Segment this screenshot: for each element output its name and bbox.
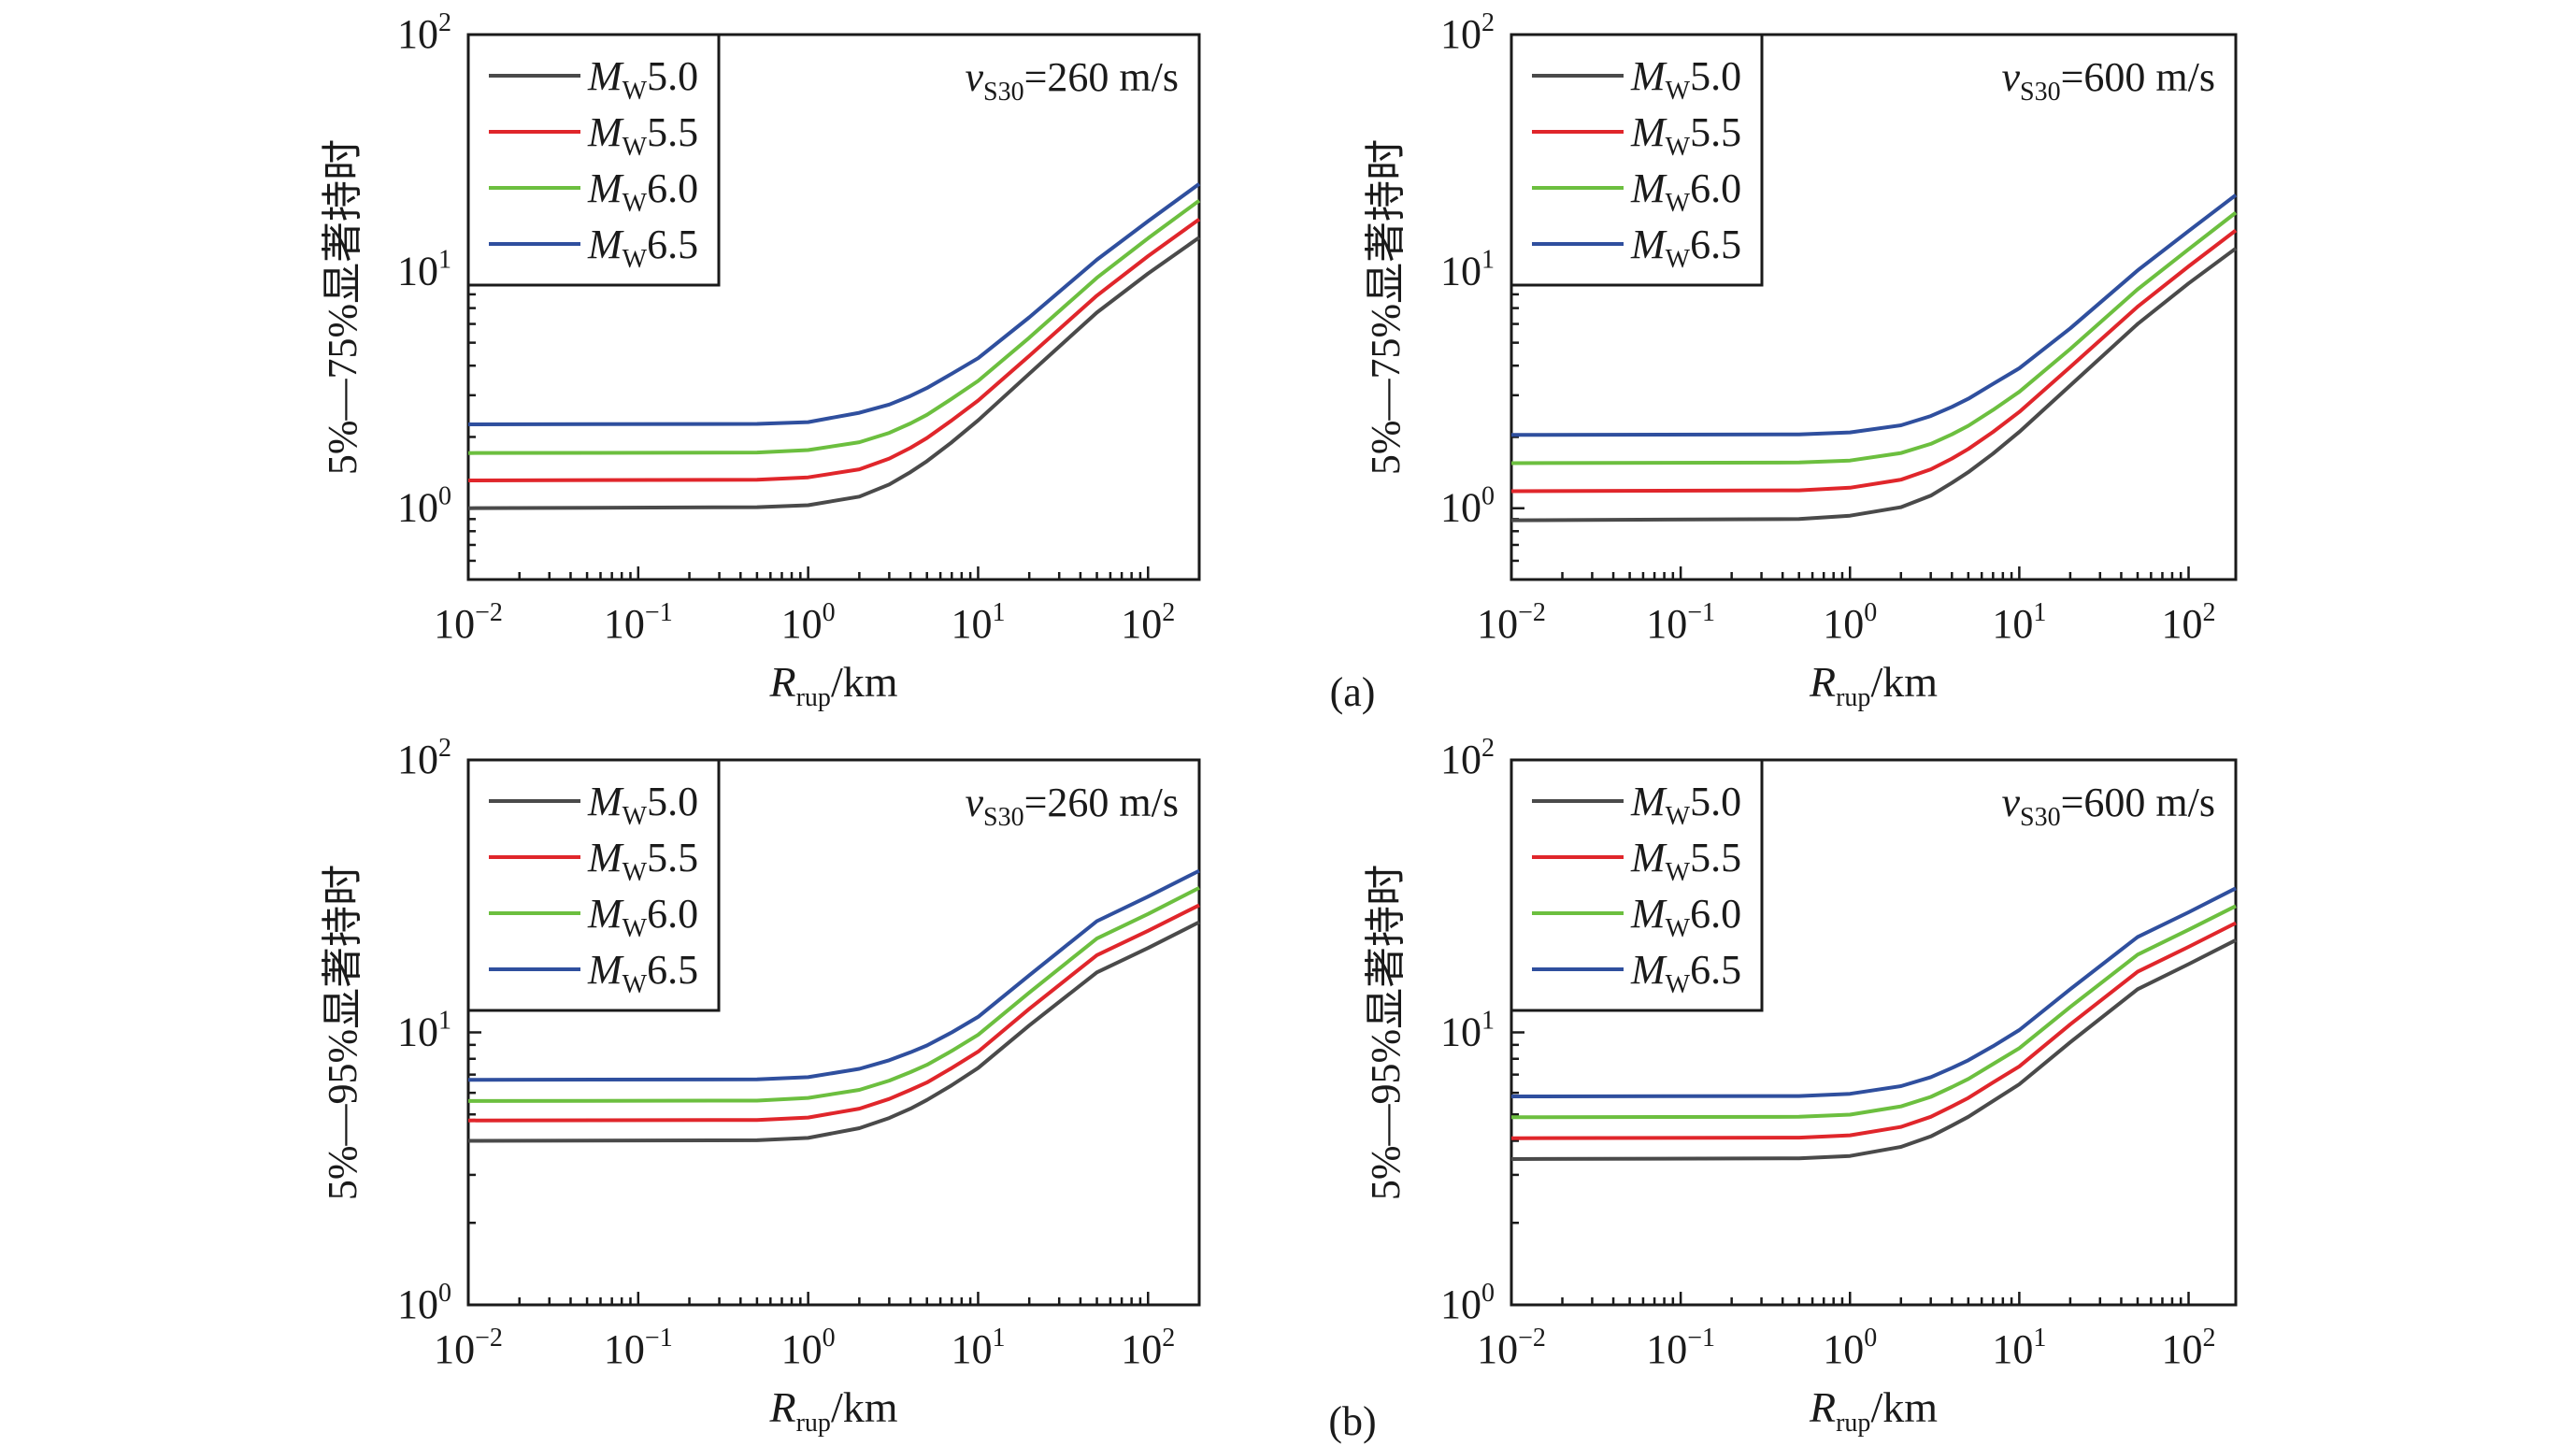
x-tick-label: 100 xyxy=(1823,1324,1877,1372)
y-axis-title: 5%—95%显著持时 xyxy=(1363,865,1409,1200)
x-tick-label: 101 xyxy=(1992,598,2046,647)
vs30-annotation: vS30=260 m/s xyxy=(966,54,1180,107)
x-axis-title: Rrup/km xyxy=(1809,658,1938,712)
y-tick-label: 100 xyxy=(1440,482,1495,531)
legend-label: MW5.5 xyxy=(1630,835,1741,887)
legend-label: MW5.0 xyxy=(1630,53,1741,106)
y-tick-label: 101 xyxy=(397,245,451,293)
panel-label-a: (a) xyxy=(1330,669,1376,715)
y-tick-label: 102 xyxy=(397,734,451,782)
chart-panel-b-right: 10−2 10−1 100 101 102 100 101 102 Rrup/km 5%—95%显… xyxy=(1363,734,2238,1438)
legend-label: MW6.5 xyxy=(1630,947,1741,999)
y-tick-label: 101 xyxy=(1440,245,1495,293)
chart-panel-b-left: 10−2 10−1 100 101 102 100 101 102 Rrup/km 5%—95%显… xyxy=(320,734,1201,1438)
legend-label: MW5.5 xyxy=(587,109,698,162)
series-line-Mw5-5 xyxy=(1510,921,2237,1140)
x-axis-title: Rrup/km xyxy=(769,1383,898,1438)
series-line-Mw6-5 xyxy=(1510,193,2238,437)
x-tick-label: 10−2 xyxy=(1477,598,1546,647)
chart-panel-a-left: 10−2 10−1 100 101 102 100 101 102 Rrup/km 5%—75%显… xyxy=(320,8,1201,712)
vs30-annotation: vS30=600 m/s xyxy=(2002,54,2216,107)
legend-label: MW5.5 xyxy=(587,835,698,887)
y-axis-title: 5%—95%显著持时 xyxy=(320,865,365,1200)
y-axis-title: 5%—75%显著持时 xyxy=(320,139,365,475)
y-tick-label: 101 xyxy=(397,1007,451,1055)
x-tick-label: 101 xyxy=(1992,1324,2046,1372)
x-tick-label: 100 xyxy=(781,598,836,647)
legend-label: MW6.0 xyxy=(587,891,698,943)
y-tick-label: 102 xyxy=(1440,734,1495,782)
x-axis-title: Rrup/km xyxy=(1809,1383,1938,1438)
x-tick-label: 101 xyxy=(951,1324,1005,1372)
x-tick-label: 102 xyxy=(2162,1324,2216,1372)
x-tick-label: 10−2 xyxy=(434,1324,503,1372)
y-tick-label: 100 xyxy=(397,1279,451,1327)
y-tick-label: 101 xyxy=(1440,1007,1495,1055)
vs30-annotation: vS30=600 m/s xyxy=(2002,780,2216,832)
x-tick-label: 101 xyxy=(951,598,1005,647)
legend-label: MW6.0 xyxy=(1630,165,1741,218)
series-line-Mw6-0 xyxy=(1510,210,2238,465)
legend-label: MW6.5 xyxy=(587,222,698,274)
series-line-Mw5-0 xyxy=(467,920,1200,1143)
x-tick-label: 10−2 xyxy=(434,598,503,647)
x-tick-label: 100 xyxy=(1823,598,1877,647)
series-line-Mw6-0 xyxy=(467,886,1200,1103)
series-line-Mw5-0 xyxy=(467,236,1201,510)
legend-label: MW5.0 xyxy=(587,53,698,106)
series-line-Mw6-5 xyxy=(467,182,1201,426)
series-line-Mw6-0 xyxy=(467,198,1201,455)
series-line-Mw5-0 xyxy=(1510,938,2237,1161)
series-line-Mw6-5 xyxy=(1510,886,2237,1098)
x-tick-label: 100 xyxy=(781,1324,836,1372)
vs30-annotation: vS30=260 m/s xyxy=(966,780,1180,832)
series-line-Mw5-5 xyxy=(467,903,1200,1123)
x-axis-title: Rrup/km xyxy=(769,658,898,712)
x-tick-label: 10−2 xyxy=(1477,1324,1546,1372)
legend-label: MW5.5 xyxy=(1630,109,1741,162)
y-tick-label: 102 xyxy=(1440,8,1495,57)
legend-label: MW6.5 xyxy=(1630,222,1741,274)
x-tick-label: 102 xyxy=(1121,1324,1175,1372)
series-line-Mw5-0 xyxy=(1510,247,2238,523)
y-tick-label: 100 xyxy=(1440,1279,1495,1327)
y-axis-title: 5%—75%显著持时 xyxy=(1363,139,1409,475)
x-tick-label: 102 xyxy=(2162,598,2216,647)
panel-label-b: (b) xyxy=(1328,1398,1376,1444)
chart-panel-a-right: 10−2 10−1 100 101 102 100 101 102 Rrup/km 5%—75%显… xyxy=(1363,8,2238,712)
legend-label: MW6.5 xyxy=(587,947,698,999)
legend-label: MW5.0 xyxy=(587,779,698,831)
legend-label: MW6.0 xyxy=(1630,891,1741,943)
x-tick-label: 10−1 xyxy=(1646,1324,1715,1372)
series-line-Mw5-5 xyxy=(467,217,1201,482)
series-line-Mw5-5 xyxy=(1510,228,2238,494)
legend-label: MW5.0 xyxy=(1630,779,1741,831)
x-tick-label: 102 xyxy=(1121,598,1175,647)
y-tick-label: 100 xyxy=(397,482,451,531)
x-tick-label: 10−1 xyxy=(604,598,673,647)
legend-label: MW6.0 xyxy=(587,165,698,218)
series-line-Mw6-5 xyxy=(467,868,1200,1082)
y-tick-label: 102 xyxy=(397,8,451,57)
x-tick-label: 10−1 xyxy=(1646,598,1715,647)
series-line-Mw6-0 xyxy=(1510,904,2237,1120)
x-tick-label: 10−1 xyxy=(604,1324,673,1372)
